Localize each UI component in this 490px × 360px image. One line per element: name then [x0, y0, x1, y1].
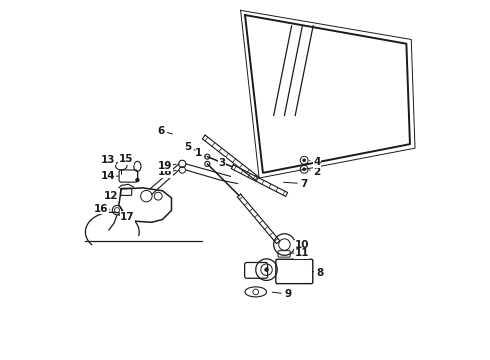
Circle shape: [303, 168, 306, 171]
Text: 15: 15: [119, 154, 133, 164]
Text: 17: 17: [120, 212, 135, 221]
Text: 14: 14: [101, 171, 115, 181]
Circle shape: [265, 268, 269, 271]
Text: 10: 10: [294, 240, 309, 250]
Text: 18: 18: [158, 167, 172, 177]
Text: 1: 1: [195, 148, 202, 158]
Circle shape: [136, 178, 139, 182]
Text: 12: 12: [103, 191, 118, 201]
Text: 7: 7: [300, 179, 308, 189]
Circle shape: [303, 159, 306, 162]
Text: 19: 19: [158, 161, 172, 171]
Text: 8: 8: [317, 268, 324, 278]
Text: 4: 4: [313, 157, 320, 167]
Text: 16: 16: [94, 204, 108, 214]
Text: 2: 2: [313, 167, 320, 177]
Text: 11: 11: [294, 248, 309, 258]
Text: 5: 5: [184, 142, 191, 152]
Text: 13: 13: [101, 155, 115, 165]
Text: 9: 9: [285, 289, 292, 299]
Text: 6: 6: [157, 126, 164, 135]
Text: 3: 3: [218, 158, 225, 168]
